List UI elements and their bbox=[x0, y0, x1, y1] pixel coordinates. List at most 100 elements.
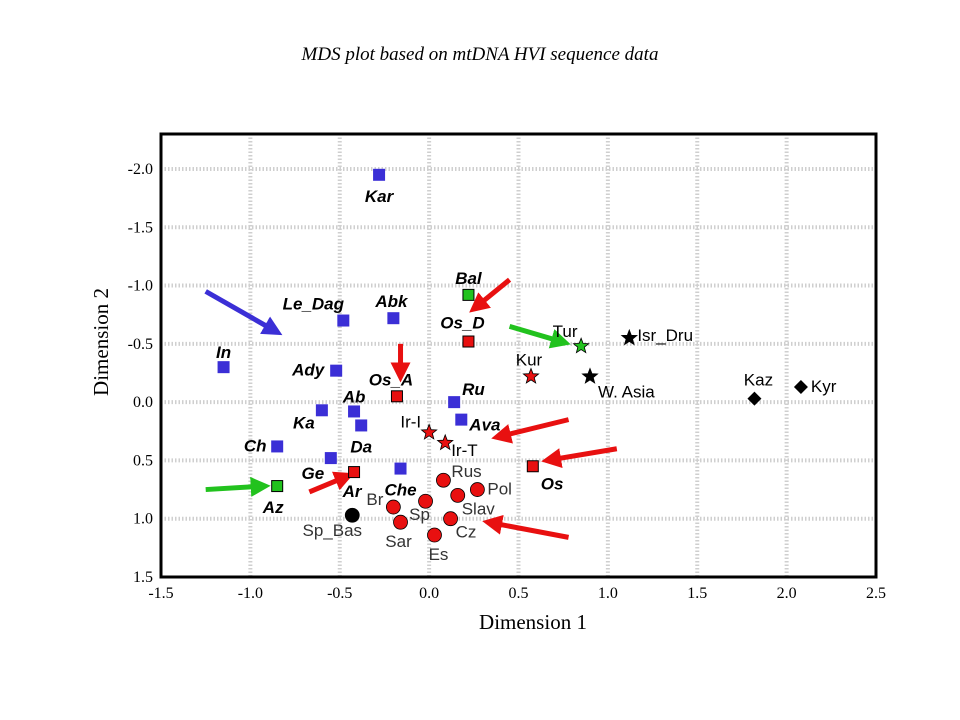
point-da-label: Da bbox=[350, 437, 372, 456]
point-br bbox=[385, 499, 401, 515]
point-tur bbox=[572, 337, 590, 354]
point-che bbox=[394, 462, 407, 475]
point-abk bbox=[387, 312, 400, 325]
point-ch bbox=[271, 440, 284, 453]
point-sp bbox=[418, 493, 433, 509]
annotation-arrow-red bbox=[308, 471, 355, 495]
x-tick-label: 2.5 bbox=[866, 585, 886, 602]
point-az bbox=[271, 480, 284, 493]
point-sp-bas-label: Sp_Bas bbox=[302, 521, 362, 540]
point-ka-label: Ka bbox=[293, 413, 315, 432]
point-isr-dru bbox=[620, 328, 638, 346]
point-le-dag bbox=[337, 314, 350, 327]
point-in-label: In bbox=[216, 343, 231, 362]
y-tick-label: -2.0 bbox=[128, 161, 153, 178]
point-ava-label: Ava bbox=[468, 416, 500, 435]
chart-title: MDS plot based on mtDNA HVI sequence dat… bbox=[301, 44, 659, 65]
annotation-arrows bbox=[204, 277, 618, 540]
x-tick-label: 0.0 bbox=[419, 585, 439, 602]
y-tick-label: -0.5 bbox=[128, 336, 153, 353]
point-ge bbox=[324, 452, 337, 465]
point-ar bbox=[348, 466, 361, 479]
x-tick-label: 1.0 bbox=[598, 585, 618, 602]
point-ir-t bbox=[436, 433, 454, 451]
y-tick-label: 0.5 bbox=[133, 452, 153, 469]
annotation-arrow-red bbox=[491, 417, 570, 444]
annotation-arrow-red bbox=[541, 446, 618, 468]
point-kur-label: Kur bbox=[516, 350, 543, 369]
annotation-arrow-red bbox=[482, 514, 570, 540]
annotation-arrow-green bbox=[205, 476, 271, 497]
point-ch-label: Ch bbox=[244, 436, 267, 455]
plot-frame bbox=[159, 132, 878, 579]
point-sar-label: Sar bbox=[385, 532, 412, 551]
point-os-label: Os bbox=[541, 474, 564, 493]
point-abk-label: Abk bbox=[374, 292, 409, 311]
annotation-arrow-green bbox=[508, 323, 571, 349]
point-os bbox=[526, 460, 539, 473]
point-ir-i bbox=[420, 423, 438, 440]
point-ady bbox=[330, 364, 343, 377]
point-pol-label: Pol bbox=[487, 480, 512, 499]
point-w-asia bbox=[581, 367, 599, 384]
point-es-label: Es bbox=[429, 545, 449, 564]
x-tick-label: 1.5 bbox=[687, 585, 707, 602]
point-ir-i-label: Ir-I bbox=[400, 412, 421, 431]
x-tick-label: -1.0 bbox=[238, 585, 263, 602]
point-ava bbox=[455, 413, 468, 426]
point-slav-label: Slav bbox=[462, 499, 496, 518]
point-sp-label: Sp bbox=[409, 505, 430, 524]
point-es bbox=[427, 527, 442, 543]
point-kyr-label: Kyr bbox=[811, 377, 837, 396]
annotation-arrow-red bbox=[469, 277, 512, 313]
tick-labels: -1.5 -1.0 -0.5 0.0 0.5 1.0 1.5 2.0 2.5 -2.0 -1.5 -1… bbox=[128, 161, 886, 602]
x-axis-title: Dimension 1 bbox=[479, 610, 587, 634]
y-tick-label: -1.5 bbox=[128, 219, 153, 236]
point-ru bbox=[448, 396, 461, 409]
point-bal-label: Bal bbox=[455, 269, 483, 288]
point-kaz bbox=[747, 391, 762, 406]
point-cz bbox=[443, 511, 458, 527]
point-ir-t-label: Ir-T bbox=[451, 441, 477, 460]
point-ab bbox=[348, 405, 361, 418]
point-az-label: Az bbox=[262, 498, 284, 517]
point-ka bbox=[315, 404, 328, 417]
point-pol bbox=[469, 482, 485, 497]
x-tick-label: -0.5 bbox=[327, 585, 352, 602]
point-isr-dru-label: Isr_Dru bbox=[637, 326, 693, 345]
point-sar bbox=[393, 514, 408, 530]
x-tick-label: -1.5 bbox=[148, 585, 173, 602]
point-tur-label: Tur bbox=[553, 322, 578, 341]
y-tick-label: 1.5 bbox=[133, 569, 153, 586]
point-kar-label: Kar bbox=[365, 187, 395, 206]
point-cz-label: Cz bbox=[456, 523, 477, 542]
point-sp-bas bbox=[344, 507, 360, 523]
point-slav bbox=[450, 487, 466, 503]
point-kaz-label: Kaz bbox=[744, 371, 773, 390]
point-ady-label: Ady bbox=[291, 361, 326, 380]
y-tick-label: 1.0 bbox=[133, 511, 153, 528]
point-w-asia-label: W. Asia bbox=[598, 382, 655, 401]
y-tick-label: 0.0 bbox=[133, 394, 153, 411]
point-in bbox=[217, 361, 230, 374]
x-tick-label: 2.0 bbox=[777, 585, 797, 602]
point-os-d bbox=[462, 335, 475, 348]
point-os-d-label: Os_D bbox=[440, 314, 484, 333]
x-tick-label: 0.5 bbox=[509, 585, 529, 602]
point-labels: Kar Bal Le_Dag Abk Os_D In Ady Os_A Ru Ka Ab Ava Da C… bbox=[216, 187, 837, 564]
point-rus-label: Rus bbox=[451, 462, 481, 481]
point-os-a-label: Os_A bbox=[369, 370, 413, 389]
annotation-arrow-blue bbox=[204, 289, 283, 336]
point-os-a bbox=[390, 390, 403, 403]
point-br-label: Br bbox=[366, 490, 383, 509]
point-le-dag-label: Le_Dag bbox=[283, 295, 345, 314]
point-kur bbox=[522, 367, 540, 384]
point-ar-label: Ar bbox=[342, 482, 363, 501]
point-ge-label: Ge bbox=[301, 464, 324, 483]
point-ru-label: Ru bbox=[462, 380, 485, 399]
point-kar bbox=[373, 168, 386, 181]
point-da bbox=[355, 419, 368, 432]
y-tick-label: -1.0 bbox=[128, 278, 153, 295]
point-rus bbox=[436, 472, 451, 488]
